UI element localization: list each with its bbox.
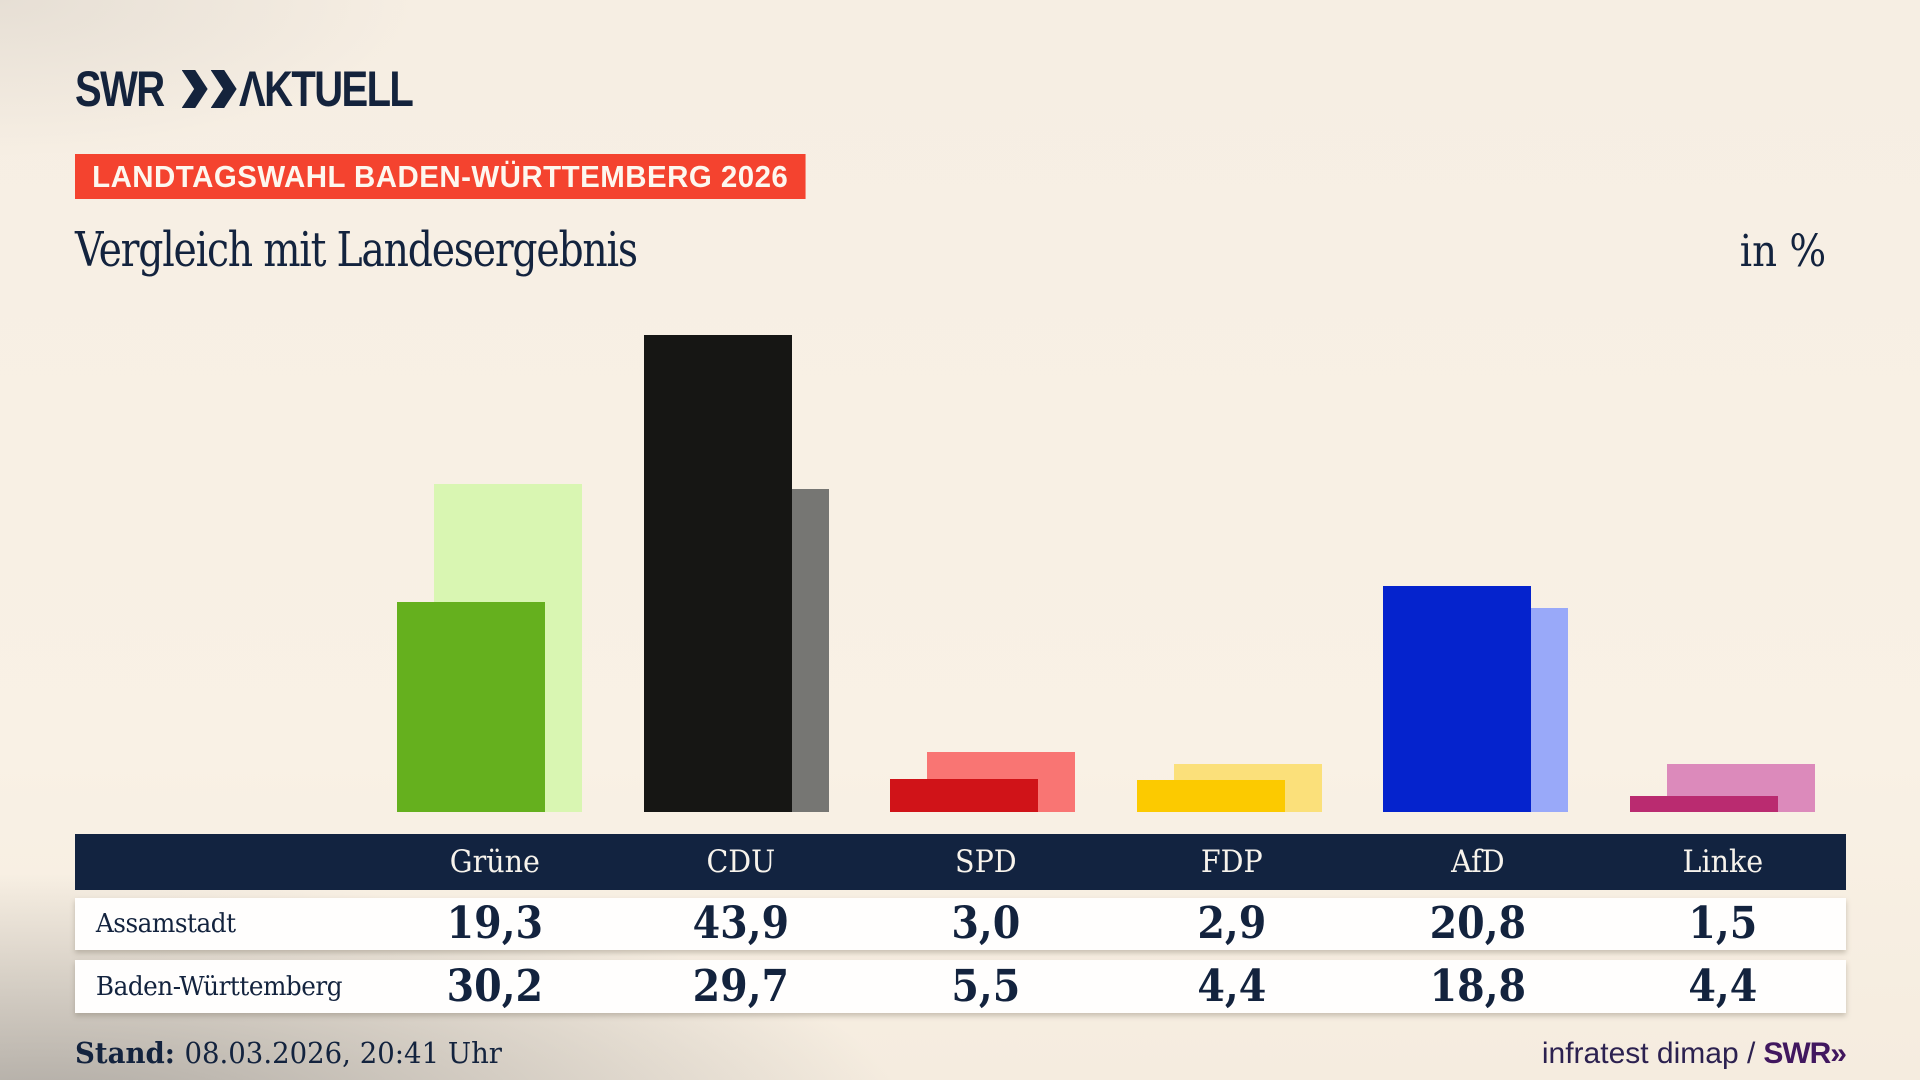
- value-spd: 3,0: [951, 898, 1021, 949]
- value-afd: 18,8: [1429, 960, 1526, 1012]
- bar-linke-local: [1629, 795, 1778, 812]
- source-text: infratest dimap /: [1541, 1037, 1756, 1070]
- column-header-spd: SPD: [955, 844, 1017, 880]
- table-row-assamstadt: Assamstadt 19,3 43,9 3,0 2,9 20,8 1,5: [75, 898, 1846, 950]
- results-table: Grüne CDU SPD FDP AfD Linke Assamstadt 19,3 43,…: [75, 834, 1846, 1013]
- bar-afd-local: [1383, 585, 1531, 812]
- value-cdu: 29,7: [692, 960, 789, 1012]
- value-linke: 4,4: [1688, 960, 1758, 1012]
- page-title: Vergleich mit Landesergebnis: [75, 222, 638, 278]
- bar-fdp-local: [1136, 780, 1285, 812]
- column-header-linke: Linke: [1682, 844, 1764, 880]
- column-header-fdp: FDP: [1200, 844, 1263, 880]
- logo-aktuell-text: ΛKTUELL: [238, 61, 414, 117]
- bar-spd-local: [890, 779, 1038, 812]
- stand-label: Stand:: [75, 1036, 175, 1070]
- value-fdp: 2,9: [1197, 898, 1267, 949]
- row-label: Assamstadt: [95, 909, 236, 939]
- column-header-afd: AfD: [1450, 844, 1505, 880]
- row-label: Baden-Württemberg: [95, 971, 343, 1002]
- source-credit: infratest dimap / SWR»: [1541, 1036, 1847, 1072]
- value-linke: 1,5: [1688, 898, 1758, 949]
- column-header-cdu: CDU: [706, 844, 775, 880]
- value-cdu: 43,9: [692, 898, 789, 949]
- value-fdp: 4,4: [1197, 960, 1267, 1012]
- value-spd: 5,5: [951, 960, 1021, 1012]
- swr-aktuell-logo: SWR ΛKTUELL: [75, 61, 455, 117]
- table-row-baden-wuerttemberg: Baden-Württemberg 30,2 29,7 5,5 4,4 18,8 4,4: [75, 960, 1846, 1013]
- unit-label: in %: [1739, 226, 1826, 277]
- column-header-grüne: Grüne: [449, 844, 540, 880]
- swr-brand-logo: SWR»: [1763, 1037, 1847, 1070]
- value-grüne: 19,3: [446, 898, 544, 949]
- bar-grne-local: [397, 602, 545, 812]
- election-badge: LANDTAGSWAHL BADEN-WÜRTTEMBERG 2026: [75, 154, 806, 199]
- logo-swr-text: SWR: [75, 61, 165, 117]
- value-afd: 20,8: [1429, 898, 1526, 949]
- double-chevron-icon: [181, 70, 237, 108]
- value-grüne: 30,2: [446, 960, 544, 1012]
- stand-value: 08.03.2026, 20:41 Uhr: [184, 1036, 502, 1070]
- bar-cdu-local: [643, 334, 792, 812]
- table-header-row: Grüne CDU SPD FDP AfD Linke: [75, 834, 1846, 890]
- timestamp: Stand: 08.03.2026, 20:41 Uhr: [75, 1036, 502, 1071]
